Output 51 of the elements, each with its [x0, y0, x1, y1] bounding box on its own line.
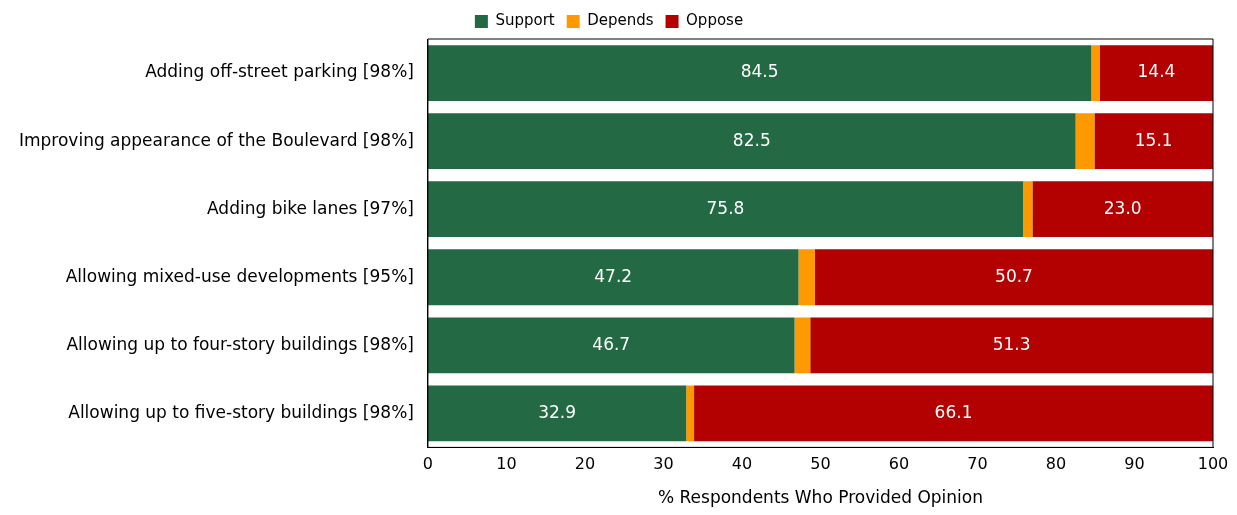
x-tick-label: 50 [810, 454, 831, 474]
bar [427, 45, 1092, 101]
legend-label: Support [495, 11, 555, 30]
x-axis-title: % Respondents Who Provided Opinion [657, 487, 983, 508]
y-tick-label: Adding off-street parking [98%] [145, 61, 414, 82]
x-tick-label: 0 [422, 454, 434, 474]
data-label: 50.7 [995, 265, 1033, 286]
legend-label: Depends [587, 11, 654, 30]
bar [427, 113, 1076, 170]
data-label: 23.0 [1103, 197, 1142, 218]
legend-label: Oppose [686, 11, 744, 30]
bar [810, 317, 1213, 374]
data-label: 32.9 [538, 401, 576, 422]
y-tick-label: Allowing up to five-story buildings [98%] [68, 401, 414, 422]
data-label: 47.2 [594, 265, 633, 286]
bar [686, 385, 695, 442]
data-label: 84.5 [740, 61, 779, 82]
bar [1032, 181, 1213, 238]
x-tick-label: 10 [496, 454, 517, 474]
bar [427, 317, 795, 374]
data-label: 75.8 [706, 197, 745, 218]
bar [1094, 113, 1213, 170]
y-tick-label: Allowing mixed-use developments [95%] [65, 265, 414, 286]
bar [1023, 181, 1033, 238]
data-label: 82.5 [732, 129, 771, 150]
bar [814, 249, 1213, 306]
y-tick-label: Allowing up to four-story buildings [98%] [66, 333, 414, 354]
y-tick-label: Adding bike lanes [97%] [207, 197, 414, 218]
data-label: 15.1 [1134, 129, 1173, 150]
x-tick-label: 40 [731, 454, 753, 474]
bar [694, 385, 1213, 442]
x-tick-label: 90 [1124, 454, 1145, 474]
bar [1075, 113, 1095, 170]
bar [798, 249, 815, 306]
bar [427, 385, 687, 442]
x-tick-label: 70 [967, 454, 988, 474]
bar [794, 317, 811, 374]
bar [1099, 45, 1213, 101]
x-tick-label: 100 [1197, 454, 1229, 474]
x-tick-label: 30 [653, 454, 674, 474]
data-label: 14.4 [1137, 61, 1176, 82]
x-tick-label: 60 [888, 454, 910, 474]
data-label: 46.7 [592, 333, 631, 354]
bar [427, 249, 799, 306]
bar [427, 181, 1024, 238]
x-tick-label: 20 [574, 454, 596, 474]
data-label: 51.3 [992, 333, 1031, 354]
bar [1091, 45, 1100, 101]
y-tick-label: Improving appearance of the Boulevard [98%] [18, 129, 414, 150]
data-label: 66.1 [934, 401, 973, 422]
x-tick-label: 80 [1045, 454, 1067, 474]
